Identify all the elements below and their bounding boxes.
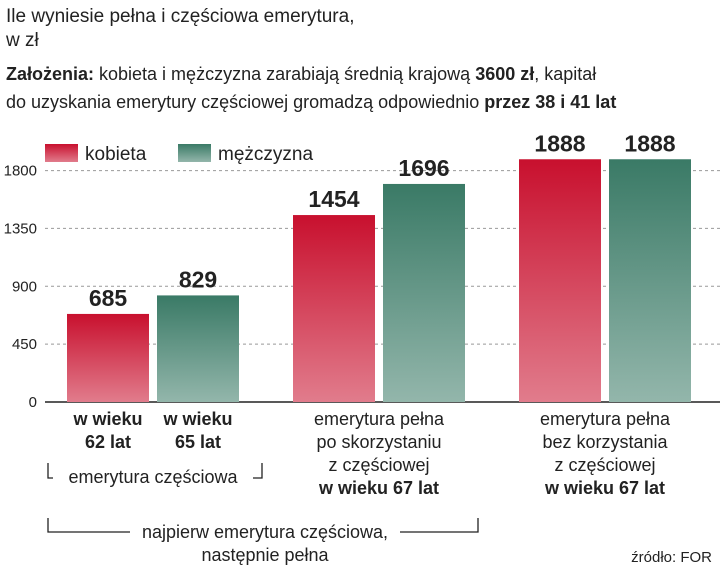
x-tick-label: emerytura pełna [540,409,671,429]
note-line: do uzyskania emerytury częściowej gromad… [6,92,616,112]
legend-label: mężczyzna [218,144,313,165]
y-tick-label: 450 [12,336,37,353]
note-span: przez 38 i 41 lat [484,92,616,112]
bar-label: 65 lat [175,432,221,452]
bar [67,313,149,402]
x-tick-label: emerytura częściowa [68,467,238,487]
chart-title: Ile wyniesie pełna i częściowa emerytura… [6,6,355,27]
bar-label: 62 lat [85,432,131,452]
source: źródło: FOR [631,549,712,566]
note-span: kobieta i mężczyzna zarabiają średnią kr… [94,64,475,84]
note-span: do uzyskania emerytury częściowej gromad… [6,92,484,112]
bar-label: w wieku [72,409,142,429]
x-tick-label: z częściowej [328,455,429,475]
bar-label: w wieku [162,409,232,429]
legend-label: kobieta [85,144,147,165]
note-line: Założenia: kobieta i mężczyzna zarabiają… [6,64,596,84]
y-tick-label: 1800 [4,163,37,180]
label-bg [53,465,253,485]
y-tick-label: 1350 [4,220,37,237]
bar [609,159,691,402]
legend-swatch [178,144,211,162]
legend-swatch [45,144,78,162]
label-bg [130,520,400,540]
bar [293,215,375,402]
x-tick-label: po skorzystaniu [316,432,441,452]
y-tick-label: 0 [29,394,37,411]
value-label: 1454 [308,186,359,212]
note-span: Założenia: [6,64,94,84]
x-tick-label: z częściowej [554,455,655,475]
bar [157,295,239,402]
bracket-label: najpierw emerytura częściowa, [142,522,388,542]
x-tick-label: w wieku 67 lat [318,478,439,498]
y-tick-label: 900 [12,278,37,295]
value-label: 829 [179,266,217,292]
value-label: 1696 [398,155,449,181]
x-tick-label: emerytura pełna [314,409,445,429]
note-span: , kapitał [534,64,596,84]
x-tick-label: w wieku 67 lat [544,478,665,498]
value-label: 1888 [624,130,675,156]
chart-subtitle: w zł [5,30,40,51]
note-span: 3600 zł [475,64,534,84]
value-label: 1888 [534,130,585,156]
bar [519,159,601,402]
bar [383,183,465,402]
value-label: 685 [89,285,128,311]
bracket-label: następnie pełna [201,545,329,565]
x-tick-label: bez korzystania [542,432,668,452]
